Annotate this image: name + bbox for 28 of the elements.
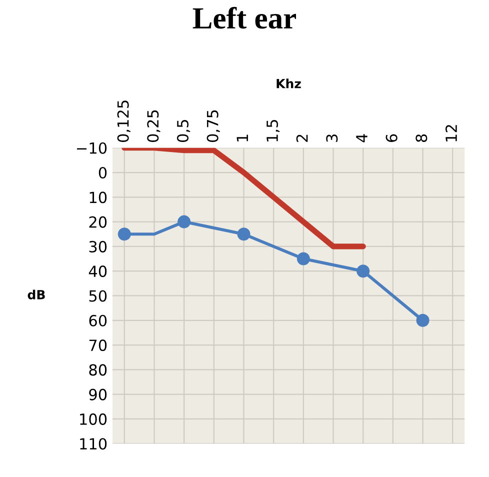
- x-tick-label: 4: [356, 134, 368, 142]
- x-tick-label: 0,75: [206, 110, 220, 142]
- x-tick-label: 1: [236, 134, 248, 142]
- y-tick-label: −10: [76, 142, 107, 154]
- y-tick-label: 40: [88, 266, 107, 278]
- x-tick-label: 1,5: [266, 120, 280, 142]
- y-tick-label: 110: [80, 438, 107, 450]
- y-tick-label: 10: [90, 192, 107, 204]
- x-tick-label: 8: [416, 134, 428, 142]
- y-tick-label: 50: [89, 290, 107, 302]
- y-tick-label: 20: [89, 216, 107, 228]
- y-tick-label: 70: [89, 339, 107, 352]
- x-tick-label: 2: [296, 134, 308, 142]
- y-axis-title: dB: [28, 290, 45, 300]
- x-tick-label: 0,5: [176, 120, 190, 142]
- x-axis-title: Khz: [276, 78, 301, 88]
- y-tick-label: 60: [89, 314, 107, 326]
- chart-title: Left ear: [192, 6, 296, 29]
- x-tick-label: 3: [326, 134, 338, 142]
- y-tick-label: 80: [89, 364, 107, 376]
- y-tick-label: 100: [80, 413, 107, 425]
- x-tick-label: 6: [386, 134, 398, 142]
- y-tick-label: 90: [89, 388, 107, 400]
- y-tick-label: 0: [98, 166, 107, 179]
- x-tick-label: 12: [445, 125, 457, 142]
- y-tick-label: 30: [89, 240, 107, 252]
- x-tick-label: 0,25: [147, 110, 160, 142]
- x-tick-label: 0,125: [117, 100, 130, 142]
